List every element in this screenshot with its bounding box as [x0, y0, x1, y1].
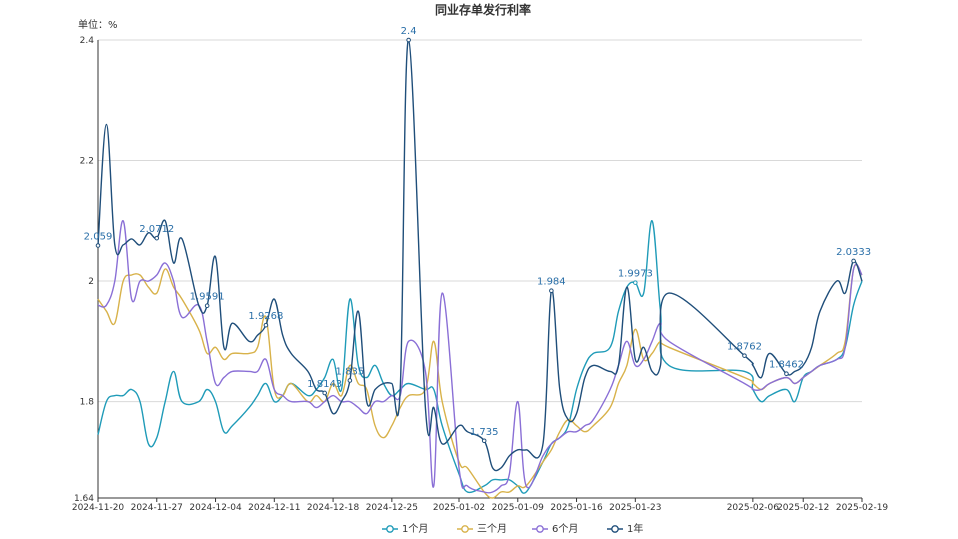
y-tick-label: 2.4 [80, 36, 95, 46]
chart-title: 同业存单发行利率 [435, 2, 531, 17]
x-tick-label: 2024-11-27 [131, 503, 183, 513]
y-tick-label: 2 [88, 277, 94, 287]
data-point [633, 280, 638, 285]
x-tick-label: 2025-01-16 [550, 503, 603, 513]
data-point [549, 288, 554, 293]
data-label: 1.9268 [248, 311, 283, 322]
legend-swatch-marker [536, 525, 544, 533]
x-tick-label: 2024-12-04 [189, 503, 242, 513]
x-tick-label: 2025-01-09 [492, 503, 545, 513]
x-axis: 2024-11-20 2024-11-27 2024-12-04 2024-12-11… [72, 497, 889, 513]
x-tick-label: 2024-12-18 [307, 503, 360, 513]
x-tick-label: 2024-12-25 [366, 503, 418, 513]
x-tick-label: 2025-02-12 [777, 503, 829, 513]
data-point [95, 243, 101, 248]
legend[interactable]: 1个月 三个月 6个月 1年 [382, 522, 643, 535]
data-point [784, 371, 789, 377]
x-tick-label: 2025-01-23 [609, 503, 661, 513]
legend-label: 三个月 [477, 523, 507, 535]
data-label: 1.735 [470, 427, 499, 438]
legend-item-6个月[interactable]: 6个月 [532, 523, 578, 535]
legend-swatch-marker [611, 525, 619, 533]
data-label: 2.0712 [139, 224, 174, 235]
data-point [481, 438, 487, 444]
data-label: 1.8462 [769, 360, 804, 371]
data-point [154, 235, 160, 241]
data-label: 2.4 [401, 26, 417, 37]
data-labels: 2.059 2.0712 1.9591 1.9268 1.8143 1.835 2.4 1.7… [84, 26, 871, 444]
x-tick-label: 2025-02-19 [836, 503, 889, 513]
y-axis: 1.64 1.8 2 2.2 2.4 [74, 36, 99, 504]
data-point [406, 37, 411, 43]
y-tick-label: 1.8 [80, 398, 95, 408]
legend-label: 1年 [627, 522, 643, 535]
data-point [347, 378, 353, 383]
data-point [851, 258, 856, 264]
y-tick-label: 1.64 [74, 494, 94, 504]
data-label: 1.8143 [307, 379, 342, 390]
data-point [322, 390, 327, 396]
series-line-6个月 [97, 220, 863, 494]
data-label: 1.9973 [618, 269, 653, 280]
unit-label: 单位：% [78, 18, 118, 31]
data-label: 1.8762 [727, 342, 762, 353]
data-label: 1.9591 [190, 292, 225, 303]
data-point [204, 303, 210, 309]
legend-item-三个月[interactable]: 三个月 [457, 523, 507, 535]
x-tick-label: 2025-02-06 [727, 503, 780, 513]
y-tick-label: 2.2 [80, 157, 94, 167]
series-lines [97, 39, 863, 499]
data-point [742, 353, 747, 358]
x-tick-label: 2024-11-20 [72, 503, 125, 513]
data-label: 2.059 [84, 231, 113, 242]
legend-label: 6个月 [552, 523, 578, 535]
data-point [263, 322, 269, 328]
series-line-1年 [97, 39, 863, 472]
data-label: 1.835 [336, 366, 365, 377]
legend-swatch-marker [386, 525, 394, 533]
data-label: 1.984 [537, 277, 566, 288]
legend-item-1个月[interactable]: 1个月 [382, 523, 428, 535]
series-line-1个月 [97, 220, 863, 494]
legend-item-1年[interactable]: 1年 [607, 522, 643, 535]
legend-label: 1个月 [402, 523, 428, 535]
x-tick-label: 2025-01-02 [433, 503, 485, 513]
x-tick-label: 2024-12-11 [248, 503, 300, 513]
gridlines [98, 39, 862, 403]
legend-swatch-marker [461, 525, 469, 533]
data-label: 2.0333 [836, 247, 871, 258]
